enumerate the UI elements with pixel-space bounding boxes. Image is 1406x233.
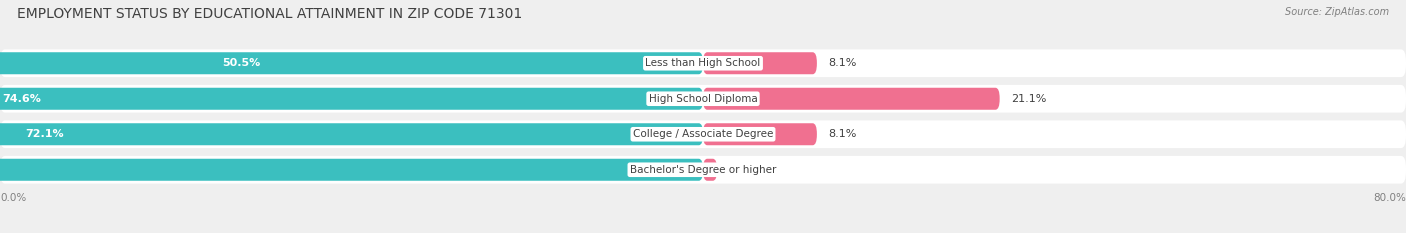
FancyBboxPatch shape [703,88,1000,110]
FancyBboxPatch shape [703,123,817,145]
Text: 8.1%: 8.1% [828,58,856,68]
Text: 0.0%: 0.0% [0,193,27,203]
FancyBboxPatch shape [0,85,1406,113]
FancyBboxPatch shape [703,159,717,181]
Text: 8.1%: 8.1% [828,129,856,139]
Text: Less than High School: Less than High School [645,58,761,68]
Text: 74.6%: 74.6% [1,94,41,104]
FancyBboxPatch shape [703,52,817,74]
FancyBboxPatch shape [0,52,703,74]
FancyBboxPatch shape [0,123,703,145]
Text: Source: ZipAtlas.com: Source: ZipAtlas.com [1285,7,1389,17]
Text: 21.1%: 21.1% [1011,94,1046,104]
FancyBboxPatch shape [0,49,1406,77]
Text: 72.1%: 72.1% [25,129,63,139]
FancyBboxPatch shape [0,88,703,110]
Text: 80.0%: 80.0% [1374,193,1406,203]
Text: Bachelor's Degree or higher: Bachelor's Degree or higher [630,165,776,175]
Text: EMPLOYMENT STATUS BY EDUCATIONAL ATTAINMENT IN ZIP CODE 71301: EMPLOYMENT STATUS BY EDUCATIONAL ATTAINM… [17,7,522,21]
Text: 50.5%: 50.5% [222,58,260,68]
Text: High School Diploma: High School Diploma [648,94,758,104]
FancyBboxPatch shape [0,159,703,181]
Text: College / Associate Degree: College / Associate Degree [633,129,773,139]
FancyBboxPatch shape [0,156,1406,184]
FancyBboxPatch shape [0,120,1406,148]
Text: 1.0%: 1.0% [728,165,756,175]
